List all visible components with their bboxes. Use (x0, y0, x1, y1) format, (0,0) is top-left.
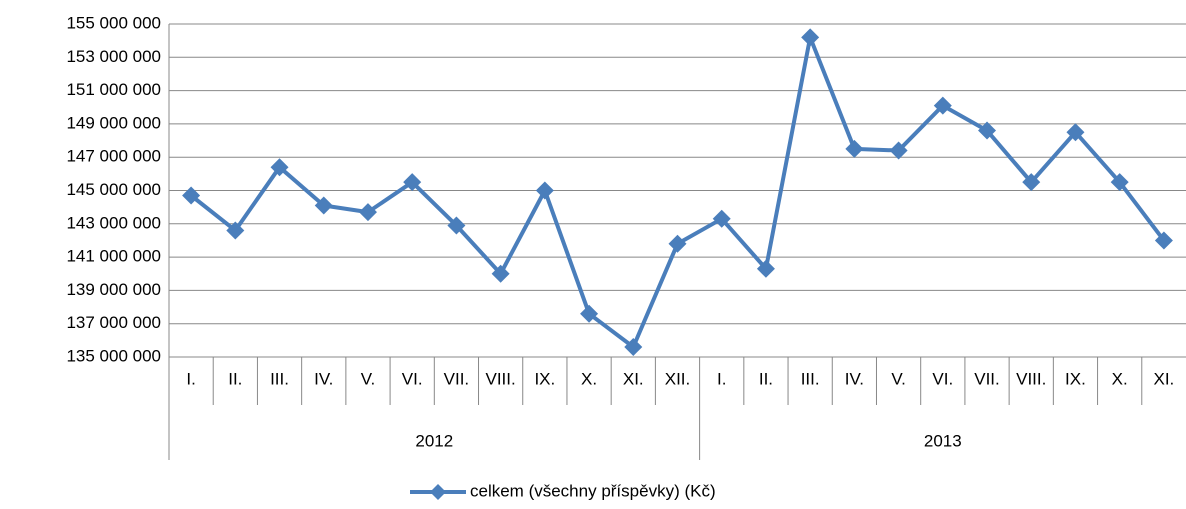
x-tick-label: IV. (845, 369, 864, 388)
x-tick-label: VII. (444, 369, 470, 388)
series-line (189, 35, 1166, 350)
x-tick-label: II. (228, 369, 242, 388)
x-tick-label: I. (717, 369, 726, 388)
x-tick-label: II. (759, 369, 773, 388)
marker (978, 121, 997, 140)
x-tick-label: IX. (1065, 369, 1086, 388)
y-tick-label: 137 000 000 (66, 313, 161, 332)
legend-label: celkem (všechny příspěvky) (Kč) (470, 481, 716, 500)
marker (889, 141, 908, 160)
group-label: 2013 (924, 431, 962, 450)
x-tick-label: VII. (974, 369, 1000, 388)
marker (1110, 173, 1129, 192)
marker (1066, 123, 1085, 142)
marker (270, 158, 289, 177)
marker (182, 186, 201, 205)
x-tick-label: I. (186, 369, 195, 388)
y-tick-label: 143 000 000 (66, 213, 161, 232)
marker (933, 96, 952, 115)
x-tick-label: IX. (534, 369, 555, 388)
y-tick-label: 151 000 000 (66, 80, 161, 99)
x-tick-label: VIII. (486, 369, 516, 388)
x-tick-label: XI. (1153, 369, 1174, 388)
marker (580, 304, 599, 323)
x-tick-label: VI. (402, 369, 423, 388)
y-tick-label: 135 000 000 (66, 346, 161, 365)
x-tick-label: III. (270, 369, 289, 388)
x-tick-label: X. (1112, 369, 1128, 388)
legend-marker (430, 484, 446, 500)
x-tick-label: V. (891, 369, 906, 388)
y-tick-label: 153 000 000 (66, 47, 161, 66)
marker (491, 264, 510, 283)
marker (447, 216, 466, 235)
marker (535, 181, 554, 200)
group-label: 2012 (415, 431, 453, 450)
marker (1022, 173, 1041, 192)
y-tick-label: 147 000 000 (66, 147, 161, 166)
marker (712, 209, 731, 228)
x-tick-label: XII. (665, 369, 691, 388)
marker (845, 139, 864, 158)
x-tick-label: X. (581, 369, 597, 388)
marker (756, 259, 775, 278)
x-tick-label: XI. (623, 369, 644, 388)
x-tick-label: VIII. (1016, 369, 1046, 388)
x-tick-label: VI. (932, 369, 953, 388)
marker (624, 338, 643, 357)
y-tick-label: 141 000 000 (66, 247, 161, 266)
marker (314, 196, 333, 215)
x-tick-label: V. (361, 369, 376, 388)
marker (358, 203, 377, 222)
marker (668, 234, 687, 253)
x-tick-label: IV. (314, 369, 333, 388)
y-tick-label: 145 000 000 (66, 180, 161, 199)
y-tick-label: 149 000 000 (66, 113, 161, 132)
marker (226, 221, 245, 240)
marker (1154, 231, 1173, 250)
marker (403, 173, 422, 192)
marker (801, 28, 820, 47)
x-tick-label: III. (801, 369, 820, 388)
y-tick-label: 155 000 000 (66, 13, 161, 32)
y-tick-label: 139 000 000 (66, 280, 161, 299)
